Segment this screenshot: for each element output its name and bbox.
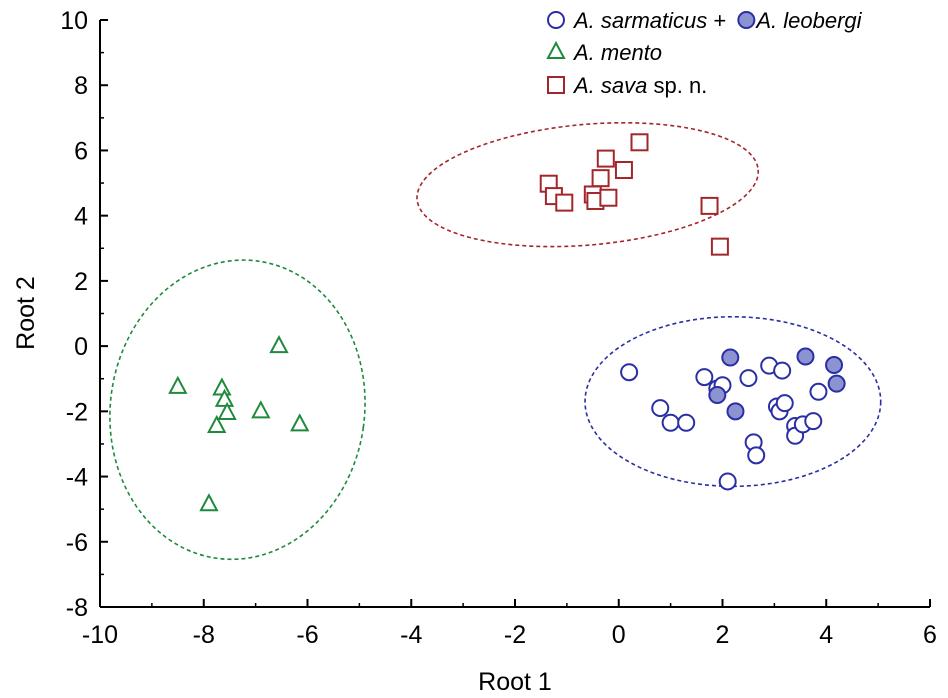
data-point bbox=[614, 161, 633, 180]
data-point bbox=[710, 237, 729, 256]
data-point bbox=[214, 388, 235, 407]
y-tick-label: -8 bbox=[66, 594, 88, 622]
data-point bbox=[269, 334, 289, 354]
data-point bbox=[700, 196, 719, 215]
y-tick-label: -2 bbox=[66, 398, 88, 426]
legend-marker bbox=[737, 11, 756, 29]
data-point bbox=[739, 369, 758, 388]
y-tick-label: 6 bbox=[74, 137, 88, 165]
data-point bbox=[796, 347, 815, 366]
group-ellipse bbox=[416, 121, 760, 248]
data-point bbox=[555, 193, 574, 212]
legend-label-part: A. leobergi bbox=[754, 8, 862, 33]
legend-marker bbox=[547, 11, 565, 29]
data-point bbox=[726, 402, 745, 421]
x-tick-label: -10 bbox=[82, 621, 118, 649]
y-tick-label: 4 bbox=[74, 203, 88, 231]
legend-marker bbox=[547, 76, 565, 94]
data-point bbox=[217, 401, 237, 420]
x-tick-label: 6 bbox=[923, 621, 937, 649]
data-point bbox=[747, 446, 766, 465]
data-point bbox=[620, 363, 639, 382]
group-ellipse bbox=[584, 315, 882, 488]
data-point bbox=[212, 377, 232, 396]
x-tick-label: 2 bbox=[716, 621, 730, 649]
data-point bbox=[804, 412, 823, 431]
legend-label-part: A. sarmaticus bbox=[572, 8, 707, 33]
x-tick-label: -4 bbox=[400, 621, 422, 649]
x-tick-label: 4 bbox=[819, 621, 833, 649]
data-point bbox=[721, 348, 740, 367]
data-point bbox=[630, 133, 649, 152]
x-tick-label: -6 bbox=[296, 621, 318, 649]
legend-label-part: A. sava bbox=[572, 73, 647, 98]
data-point bbox=[809, 382, 828, 401]
y-tick-label: 2 bbox=[74, 268, 88, 296]
group-ellipse bbox=[109, 259, 366, 561]
data-point bbox=[825, 356, 844, 375]
y-tick-label: 8 bbox=[74, 72, 88, 100]
legend-marker bbox=[546, 40, 566, 59]
x-tick-label: -8 bbox=[193, 621, 215, 649]
data-point bbox=[596, 149, 615, 168]
data-point bbox=[599, 188, 618, 207]
data-point bbox=[199, 493, 219, 512]
x-axis-title: Root 1 bbox=[478, 668, 552, 696]
data-points bbox=[168, 133, 846, 512]
data-point bbox=[677, 413, 696, 432]
data-point bbox=[168, 375, 188, 394]
legend-label-part: sp. n. bbox=[647, 73, 707, 98]
x-tick-label: 0 bbox=[612, 621, 626, 649]
data-point bbox=[661, 413, 680, 432]
y-tick-label: 10 bbox=[60, 7, 88, 35]
legend-label: A. mento bbox=[572, 40, 662, 65]
y-tick-label: 0 bbox=[74, 333, 88, 361]
data-point bbox=[773, 361, 792, 380]
data-point bbox=[251, 400, 271, 419]
x-tick-label: -2 bbox=[504, 621, 526, 649]
data-point bbox=[591, 169, 610, 188]
legend-label-part: A. mento bbox=[572, 40, 662, 65]
legend: A. sarmaticus + A. leobergi A. mento A. sa… bbox=[546, 8, 863, 98]
y-tick-label: -6 bbox=[66, 529, 88, 557]
data-point bbox=[708, 386, 727, 405]
legend-label: A. sava sp. n. bbox=[572, 73, 707, 98]
legend-label: A. sarmaticus + A. leobergi bbox=[572, 8, 863, 33]
axes bbox=[99, 20, 930, 608]
data-point bbox=[718, 472, 737, 491]
legend-label-part: + bbox=[707, 8, 732, 33]
data-point bbox=[290, 413, 310, 432]
y-axis-title: Root 2 bbox=[12, 276, 40, 350]
y-tick-label: -4 bbox=[66, 464, 88, 492]
data-point bbox=[775, 394, 794, 413]
data-point bbox=[207, 414, 227, 434]
data-point bbox=[651, 399, 670, 418]
data-point bbox=[827, 374, 846, 393]
data-point bbox=[695, 368, 714, 387]
